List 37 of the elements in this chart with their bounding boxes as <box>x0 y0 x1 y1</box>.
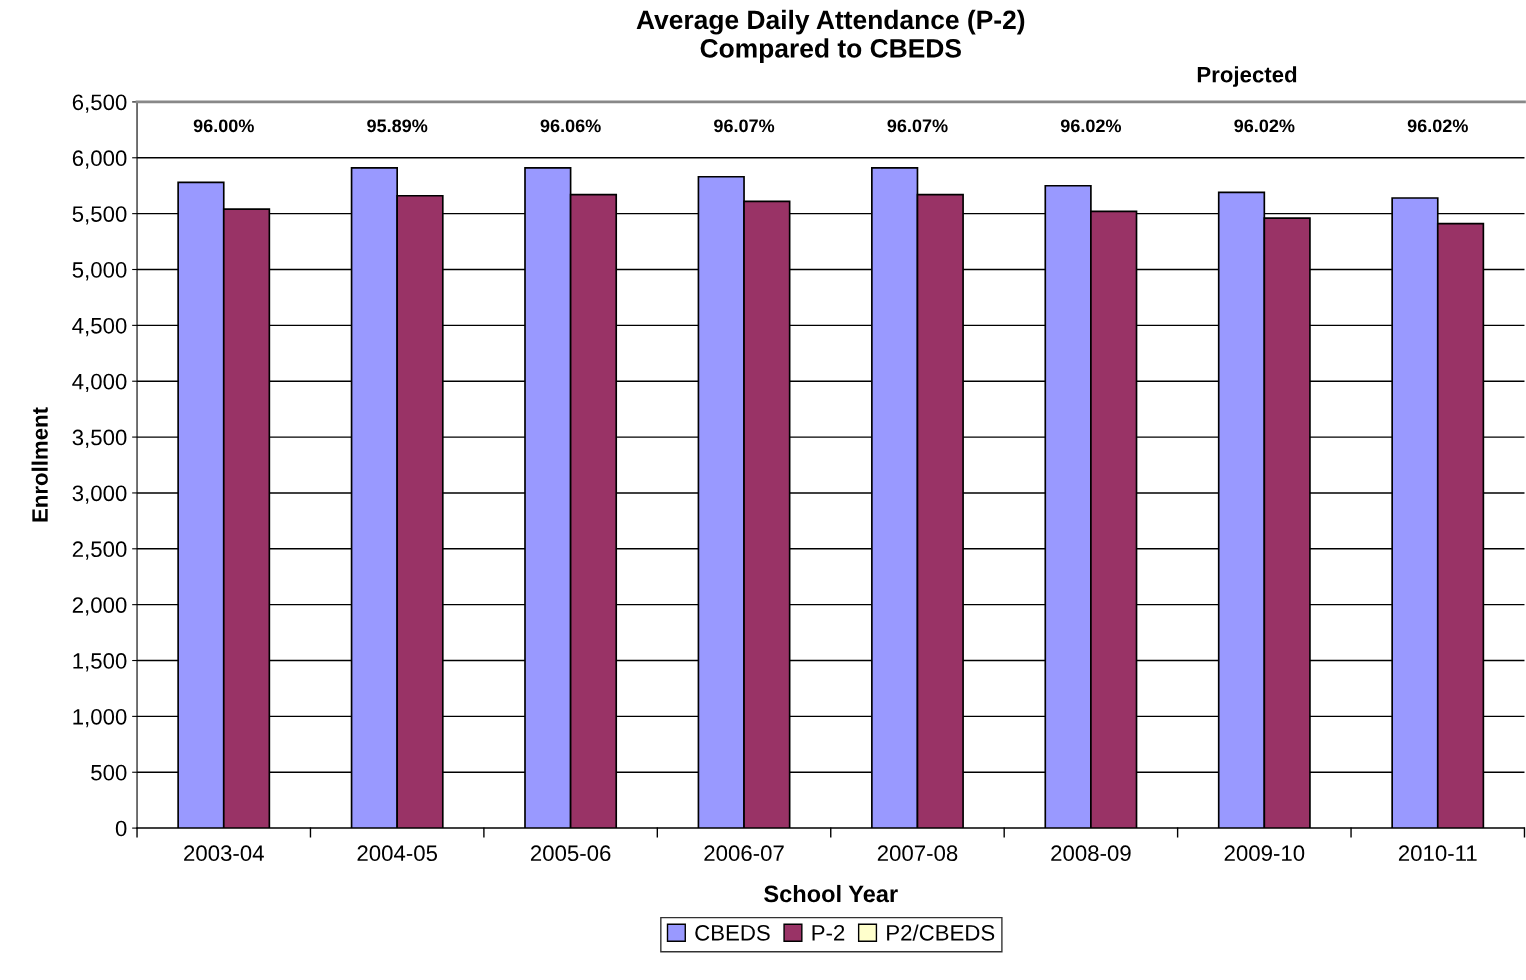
y-tick-label: 4,000 <box>72 373 127 393</box>
text: Projected <box>1197 66 1297 87</box>
legend-label: P2/CBEDS <box>887 924 995 941</box>
y-tick-label: 2,500 <box>72 541 127 560</box>
x-tick-label: 2005-06 <box>530 845 611 862</box>
y-tick-label: 3,000 <box>72 485 127 504</box>
x-tick-label: 2006-07 <box>704 845 784 862</box>
x-tick-label: 2004-05 <box>357 845 438 862</box>
annotation: 96.06% <box>540 119 601 133</box>
legend-label: P-2 <box>812 924 845 941</box>
x-tick-label: 2008-09 <box>1051 845 1131 862</box>
x-tick-label: 2010-11 <box>1398 845 1477 862</box>
y-tick-label: 4,500 <box>72 317 127 337</box>
annotation: 95.89% <box>367 119 428 133</box>
annotation: 96.07% <box>887 119 948 133</box>
chart-title: Average Daily Attendance (P-2) Compared to CBEDS <box>636 9 1025 63</box>
x-tick-label: 2003-04 <box>184 845 264 862</box>
annotation: 96.07% <box>714 119 775 133</box>
y-tick-label: 0 <box>115 820 127 837</box>
annotation: 96.02% <box>1407 119 1468 133</box>
y-tick-label: 5,000 <box>72 262 127 281</box>
legend-label: CBEDS <box>695 924 770 941</box>
annotation: 96.02% <box>1060 119 1122 133</box>
x-axis-title: School Year <box>764 884 898 903</box>
annotation: 96.00% <box>193 119 254 133</box>
y-tick-label: 2,000 <box>72 597 127 616</box>
y-tick-label: 500 <box>91 764 127 781</box>
y-axis-title: Enrollment <box>31 407 48 522</box>
x-tick-label: 2009-10 <box>1224 845 1305 862</box>
y-tick-label: 5,500 <box>72 206 127 225</box>
y-tick-label: 1,000 <box>73 708 127 728</box>
x-tick-label: 2007-08 <box>877 845 958 862</box>
annotation: 96.02% <box>1234 119 1295 133</box>
y-tick-label: 6,500 <box>72 94 127 113</box>
y-tick-label: 6,000 <box>72 150 127 169</box>
y-tick-label: 1,500 <box>73 653 127 672</box>
y-tick-label: 3,500 <box>72 429 127 448</box>
